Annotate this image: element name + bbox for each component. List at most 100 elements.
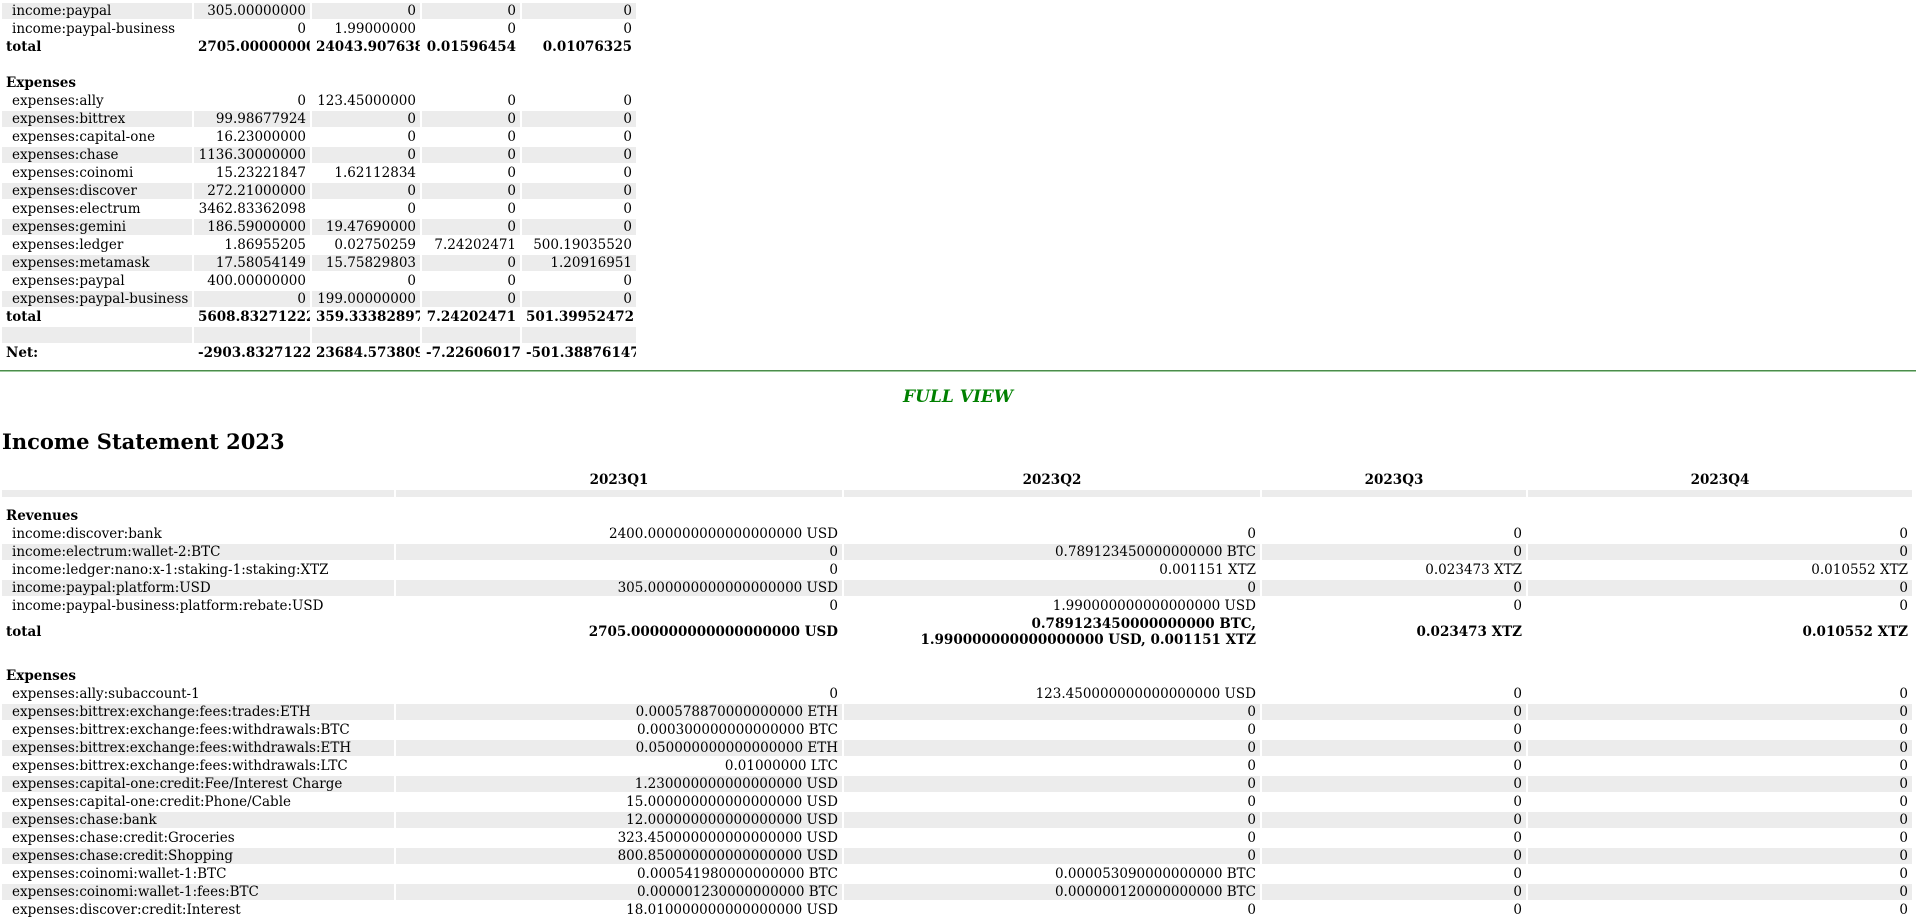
total-row: total 5608.83271222 359.33382897 7.24202471… bbox=[2, 309, 636, 325]
amount-cell: -7.22606017 bbox=[426, 345, 520, 361]
amount-cell: 0 bbox=[312, 111, 420, 127]
amount-cell: 0 bbox=[1262, 544, 1526, 560]
section-header-row: Revenues bbox=[2, 508, 1912, 524]
spacer-cell bbox=[194, 57, 310, 73]
table-row: income:paypal-business:platform:rebate:U… bbox=[2, 598, 1912, 614]
amount-cell: 1136.30000000 bbox=[194, 147, 310, 163]
amount-cell: 0.010552 XTZ bbox=[1802, 624, 1908, 640]
column-header-2023q4: 2023Q4 bbox=[1690, 472, 1750, 488]
amount-cell: 0 bbox=[829, 598, 838, 614]
spacer-cell bbox=[2, 327, 192, 343]
spacer-cell bbox=[2, 499, 394, 506]
amount-cell: 0 bbox=[844, 740, 1260, 756]
amount-cell: 2705.00000000 bbox=[198, 39, 310, 55]
amount-cell: 0 bbox=[844, 704, 1260, 720]
amount-cell: 1.230000000000000000 USD bbox=[396, 776, 842, 792]
amount-cell: 0 bbox=[1899, 830, 1908, 846]
amount-cell: 0 bbox=[1262, 776, 1526, 792]
account-name: expenses:bittrex:exchange:fees:trades:ET… bbox=[2, 704, 394, 720]
amount-cell: 0 bbox=[422, 3, 520, 19]
account-name: expenses:chase:credit:Shopping bbox=[2, 848, 394, 864]
amount-cell: 0 bbox=[1899, 866, 1908, 882]
amount-cell: 0 bbox=[522, 291, 636, 307]
amount-cell: 0 bbox=[844, 812, 1260, 828]
account-name: income:electrum:wallet-2:BTC bbox=[2, 544, 394, 560]
amount-cell: 0 bbox=[623, 129, 632, 145]
spacer-cell bbox=[844, 650, 1260, 666]
amount-cell: 0.789123450000000000 BTC, 1.990000000000… bbox=[920, 616, 1256, 648]
amount-cell: 7.24202471 bbox=[434, 237, 516, 253]
amount-cell: 12.000000000000000000 USD bbox=[396, 812, 842, 828]
amount-cell: 0 bbox=[312, 3, 420, 19]
amount-cell: 500.19035520 bbox=[533, 237, 632, 253]
table-row: expenses:paypal-business 0 199.00000000 0 0 bbox=[2, 291, 636, 307]
amount-cell: 19.47690000 bbox=[312, 219, 420, 235]
table-row: income:paypal 305.00000000 0 0 0 bbox=[2, 3, 636, 19]
account-name: expenses:paypal bbox=[12, 273, 125, 289]
table-row: expenses:chase:credit:Shopping 800.850000… bbox=[2, 848, 1912, 864]
amount-cell: 0.01596454 bbox=[426, 39, 516, 55]
table-row: expenses:coinomi:wallet-1:BTC 0.000541980… bbox=[2, 866, 1912, 882]
amount-cell: 0.000053090000000000 BTC bbox=[1054, 866, 1256, 882]
account-name: income:paypal-business bbox=[12, 21, 176, 37]
amount-cell: 0.023473 XTZ bbox=[1425, 562, 1522, 578]
table-row: expenses:capital-one:credit:Phone/Cable 1… bbox=[2, 794, 1912, 810]
spacer-cell bbox=[2, 57, 192, 73]
amount-cell: 186.59000000 bbox=[194, 219, 310, 235]
spacer-cell bbox=[1528, 499, 1912, 506]
amount-cell: 16.23000000 bbox=[215, 129, 306, 145]
amount-cell bbox=[396, 668, 842, 684]
amount-cell: 1.990000000000000000 USD bbox=[1052, 598, 1256, 614]
table-row: income:ledger:nano:x-1:staking-1:staking… bbox=[2, 562, 1912, 578]
account-name: expenses:bittrex:exchange:fees:withdrawa… bbox=[12, 722, 350, 738]
amount-cell: 0 bbox=[623, 93, 632, 109]
amount-cell: 0 bbox=[844, 848, 1260, 864]
amount-cell: 0.010552 XTZ bbox=[1811, 562, 1908, 578]
table-row: expenses:ally:subaccount-1 0 123.450000000… bbox=[2, 686, 1912, 702]
amount-cell: 17.58054149 bbox=[194, 255, 310, 271]
row-label: total bbox=[6, 39, 42, 55]
table-row: expenses:ally 0 123.45000000 0 0 bbox=[2, 93, 636, 109]
amount-cell: 0 bbox=[1528, 812, 1912, 828]
account-name: expenses:coinomi:wallet-1:BTC bbox=[12, 866, 227, 882]
amount-cell: 0 bbox=[1262, 740, 1526, 756]
table-row: expenses:bittrex:exchange:fees:withdrawa… bbox=[2, 740, 1912, 756]
table-row: expenses:metamask 17.58054149 15.75829803 0… bbox=[2, 255, 636, 271]
spacer-cell bbox=[312, 327, 420, 343]
amount-cell: 0 bbox=[1528, 704, 1912, 720]
amount-cell: 0 bbox=[1262, 848, 1526, 864]
amount-cell: 0 bbox=[844, 776, 1260, 792]
spacer-cell bbox=[1262, 499, 1526, 506]
amount-cell: 0 bbox=[1247, 722, 1256, 738]
table-row: expenses:chase:bank 12.000000000000000000… bbox=[2, 812, 1912, 828]
amount-cell: 0 bbox=[829, 686, 838, 702]
amount-cell: 0 bbox=[623, 273, 632, 289]
amount-cell: 0 bbox=[422, 219, 520, 235]
column-header-row: 2023Q1 2023Q2 2023Q3 2023Q4 bbox=[2, 472, 1912, 488]
account-name: income:paypal:platform:USD bbox=[2, 580, 394, 596]
amount-cell: 15.000000000000000000 USD bbox=[626, 794, 838, 810]
amount-cell: 0 bbox=[522, 3, 636, 19]
amount-cell bbox=[844, 508, 1260, 524]
account-name: income:discover:bank bbox=[12, 526, 162, 542]
row-label: total bbox=[6, 309, 42, 325]
account-name: expenses:capital-one bbox=[12, 129, 156, 145]
amount-cell: 0 bbox=[507, 273, 516, 289]
table-row: expenses:discover:credit:Interest 18.0100… bbox=[2, 902, 1912, 918]
spacer-cell bbox=[522, 327, 636, 343]
table-row: expenses:coinomi:wallet-1:fees:BTC 0.0000… bbox=[2, 884, 1912, 900]
amount-cell: 305.00000000 bbox=[194, 3, 310, 19]
amount-cell: 0 bbox=[522, 111, 636, 127]
amount-cell: 0.000001230000000000 BTC bbox=[396, 884, 842, 900]
amount-cell: 0 bbox=[522, 183, 636, 199]
amount-cell: 0 bbox=[1513, 598, 1522, 614]
amount-cell: 0.000541980000000000 BTC bbox=[636, 866, 838, 882]
amount-cell: 501.39952472 bbox=[526, 309, 635, 325]
amount-cell: 0.000300000000000000 BTC bbox=[636, 722, 838, 738]
column-header-2023q2: 2023Q2 bbox=[1022, 472, 1082, 488]
table-row: expenses:gemini 186.59000000 19.47690000 0 0 bbox=[2, 219, 636, 235]
amount-cell: 0 bbox=[1899, 794, 1908, 810]
amount-cell bbox=[1262, 668, 1526, 684]
spacer-row bbox=[2, 650, 1912, 666]
amount-cell: 0 bbox=[312, 183, 420, 199]
